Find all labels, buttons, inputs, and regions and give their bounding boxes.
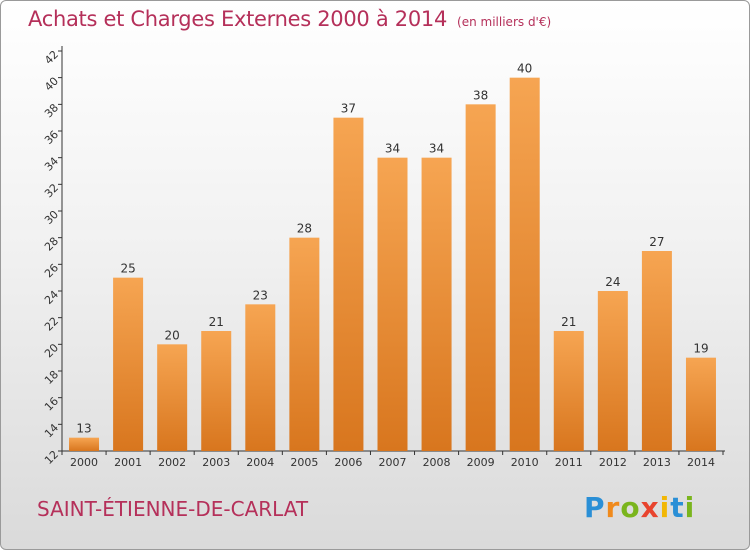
chart-title: Achats et Charges Externes 2000 à 2014 (e… [28,7,551,31]
bar-2010 [509,77,540,452]
bar-2000 [69,437,100,451]
data-label-2001: 25 [120,262,135,276]
data-label-2013: 27 [649,235,664,249]
bar-2001 [113,277,144,451]
bar-2012 [597,291,628,451]
bar-2006 [333,117,364,452]
x-tick-label-2008: 2008 [423,456,451,469]
x-tick-label-2007: 2007 [379,456,407,469]
data-label-2007: 34 [385,142,400,156]
bar-2008 [421,157,452,451]
x-tick-label-2013: 2013 [643,456,671,469]
data-label-2006: 37 [341,102,356,116]
bar-2005 [289,237,320,451]
bar-2014 [685,357,716,451]
commune-name: SAINT-ÉTIENNE-DE-CARLAT [37,497,309,521]
chart-bars [69,77,716,452]
bar-2003 [201,331,232,451]
x-tick-label-2005: 2005 [290,456,318,469]
bar-2002 [157,344,188,451]
x-tick-label-2014: 2014 [687,456,715,469]
chart-unit: (en milliers d'€) [457,15,552,29]
x-tick-label-2012: 2012 [599,456,627,469]
bar-2009 [465,104,496,451]
bar-2007 [377,157,408,451]
data-label-2003: 21 [209,315,224,329]
chart-title-text: Achats et Charges Externes 2000 à 2014 [28,7,448,31]
x-tick-label-2004: 2004 [246,456,274,469]
bar-2011 [553,331,584,451]
x-tick-label-2003: 2003 [202,456,230,469]
proxiti-logo: Proxiti [584,491,696,524]
data-label-2012: 24 [605,275,620,289]
data-label-2004: 23 [253,288,268,302]
data-label-2011: 21 [561,315,576,329]
x-tick-label-2002: 2002 [158,456,186,469]
x-tick-label-2010: 2010 [511,456,539,469]
bar-2013 [641,251,672,451]
x-tick-label-2011: 2011 [555,456,583,469]
data-label-2008: 34 [429,142,444,156]
x-tick-label-2009: 2009 [467,456,495,469]
x-tick-label-2006: 2006 [334,456,362,469]
data-label-2000: 13 [76,422,91,436]
data-label-2010: 40 [517,62,532,76]
data-label-2005: 28 [297,222,312,236]
chart-data-labels: 13 25 20 21 23 28 37 34 34 38 40 21 24 27 19 [76,62,708,436]
bar-2004 [245,304,276,451]
data-label-2009: 38 [473,88,488,102]
x-tick-label-2000: 2000 [70,456,98,469]
x-tick-label-2001: 2001 [114,456,142,469]
data-label-2014: 19 [693,342,708,356]
data-label-2002: 20 [165,328,180,342]
